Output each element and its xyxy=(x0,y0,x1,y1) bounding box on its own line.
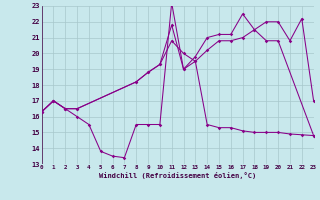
X-axis label: Windchill (Refroidissement éolien,°C): Windchill (Refroidissement éolien,°C) xyxy=(99,172,256,179)
